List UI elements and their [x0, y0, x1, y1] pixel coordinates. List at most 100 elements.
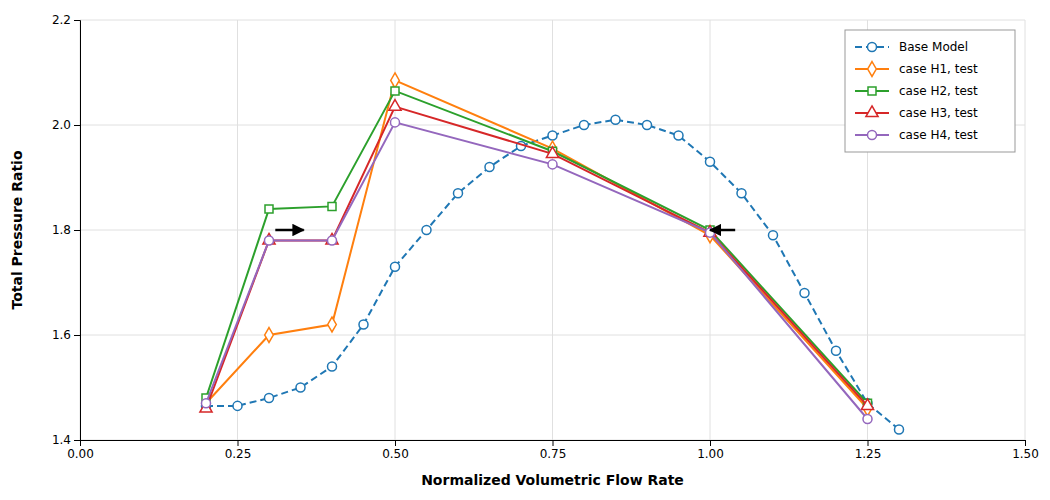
point [546, 147, 558, 158]
tick-mark [74, 20, 80, 21]
point [863, 414, 872, 423]
tick: 1.8 [52, 223, 80, 237]
series [201, 115, 903, 434]
point [548, 160, 557, 169]
y-axis-title: Total Pressure Ratio [9, 150, 25, 309]
tick: 1.6 [52, 328, 80, 342]
arrow [275, 229, 303, 232]
line [206, 122, 868, 419]
point [453, 189, 462, 198]
line [206, 107, 868, 409]
tick-mark [238, 440, 239, 446]
arrow [710, 229, 735, 232]
point [328, 202, 336, 210]
legend-symbol [868, 62, 877, 77]
legend-item: case H2, test [855, 84, 978, 98]
legend-symbol [867, 130, 876, 139]
point [327, 362, 336, 371]
point [391, 87, 399, 95]
point [391, 73, 400, 88]
point [642, 120, 651, 129]
tick-mark [395, 440, 396, 446]
tick: 0.00 [67, 440, 94, 461]
tick-label: 1.8 [52, 223, 71, 237]
point [359, 320, 368, 329]
legend-label: case H2, test [899, 84, 978, 98]
grid-line [80, 230, 1025, 231]
point [264, 236, 273, 245]
tick-mark [74, 440, 80, 441]
point [233, 401, 242, 410]
tick-mark [1025, 440, 1026, 446]
axis-line [74, 21, 81, 441]
point [265, 205, 273, 213]
line [206, 91, 868, 403]
point [390, 118, 399, 127]
legend-label: Base Model [899, 40, 968, 54]
line [206, 80, 868, 408]
tick: 2.2 [52, 13, 80, 27]
grid-line [80, 20, 1025, 21]
grid-line [80, 335, 1025, 336]
point [390, 262, 399, 271]
tick: 2.0 [52, 118, 80, 132]
point [831, 346, 840, 355]
point [611, 115, 620, 124]
point [485, 162, 494, 171]
tick-mark [74, 335, 80, 336]
point [265, 328, 274, 343]
line [206, 120, 899, 430]
point [296, 383, 305, 392]
tick-label: 1.25 [855, 447, 882, 461]
point [327, 236, 336, 245]
legend-item: case H1, test [855, 62, 978, 77]
tick-mark [868, 440, 869, 446]
tick-mark [74, 125, 80, 126]
grid [80, 20, 1025, 440]
tick: 0.50 [382, 440, 409, 461]
tick-mark [553, 440, 554, 446]
tick-label: 0.50 [382, 447, 409, 461]
series [200, 100, 874, 412]
tick: 0.75 [540, 440, 567, 461]
legend: Base Model case H1, test case H2, test case… [845, 30, 1015, 152]
point [548, 131, 557, 140]
tick-label: 0.00 [67, 447, 94, 461]
point [737, 189, 746, 198]
legend-item: Base Model [855, 40, 968, 54]
tick-label: 1.6 [52, 328, 71, 342]
tick: 0.25 [225, 440, 252, 461]
plot: 0.00 0.25 0.50 0.75 1.00 1.25 1.50 1.4 1.6 1.8 2.0… [52, 13, 1039, 460]
point [264, 393, 273, 402]
legend-label: case H1, test [899, 62, 978, 76]
x-axis: 0.00 0.25 0.50 0.75 1.00 1.25 1.50 [67, 440, 1039, 461]
tick: 1.50 [1012, 440, 1039, 461]
legend-box [845, 30, 1015, 152]
point [328, 317, 337, 332]
point [674, 131, 683, 140]
legend-symbol [866, 106, 878, 117]
tick-label: 1.4 [52, 433, 71, 447]
tick-mark [74, 230, 80, 231]
legend-label: case H4, test [899, 128, 978, 142]
legend-label: case H3, test [899, 106, 978, 120]
point [705, 157, 714, 166]
point [800, 288, 809, 297]
point [894, 425, 903, 434]
point [201, 399, 210, 408]
legend-symbol [868, 87, 876, 95]
legend-item: case H4, test [855, 128, 978, 142]
point [768, 231, 777, 240]
axis-line [81, 441, 1026, 447]
point [389, 100, 401, 111]
series [201, 118, 872, 424]
tick: 1.4 [52, 433, 80, 447]
point [422, 225, 431, 234]
data-area [200, 73, 904, 434]
x-axis-title: Normalized Volumetric Flow Rate [421, 472, 684, 488]
tick: 1.25 [855, 440, 882, 461]
point [861, 399, 873, 410]
tick-label: 0.75 [540, 447, 567, 461]
tick-label: 1.50 [1012, 447, 1039, 461]
tick-label: 1.00 [697, 447, 724, 461]
